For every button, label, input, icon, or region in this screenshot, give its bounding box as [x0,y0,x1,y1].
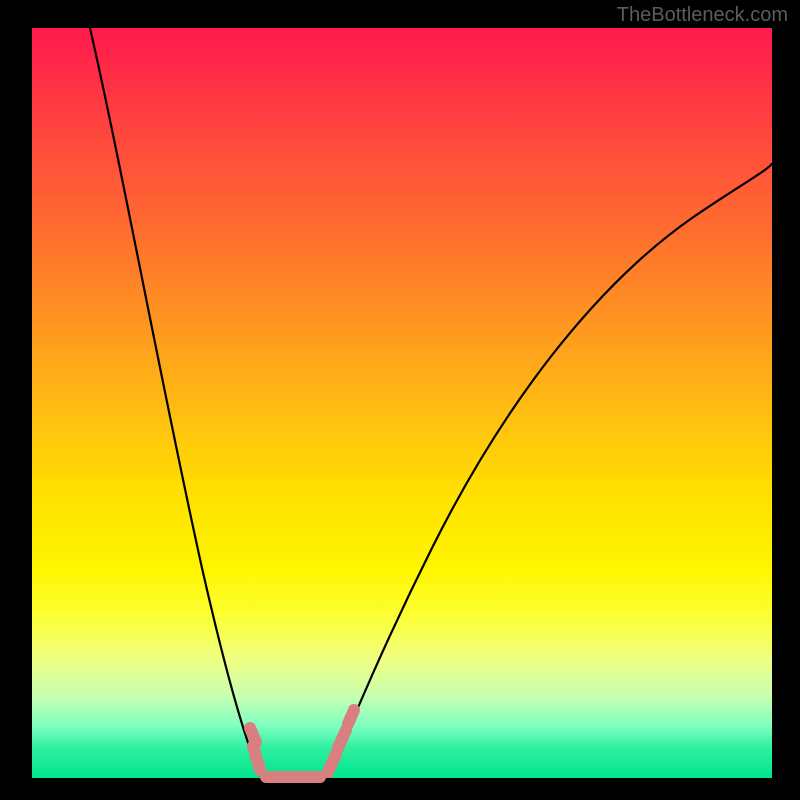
chart-plot-area [32,28,772,778]
valley-marker [328,754,336,772]
valley-marker-group [250,710,354,777]
left-curve [90,28,260,776]
valley-marker [348,710,354,724]
valley-marker [338,730,346,748]
watermark-text: TheBottleneck.com [617,4,788,27]
right-curve [328,163,772,776]
valley-marker [253,746,260,770]
curve-layer [32,28,772,778]
valley-marker [250,728,256,742]
